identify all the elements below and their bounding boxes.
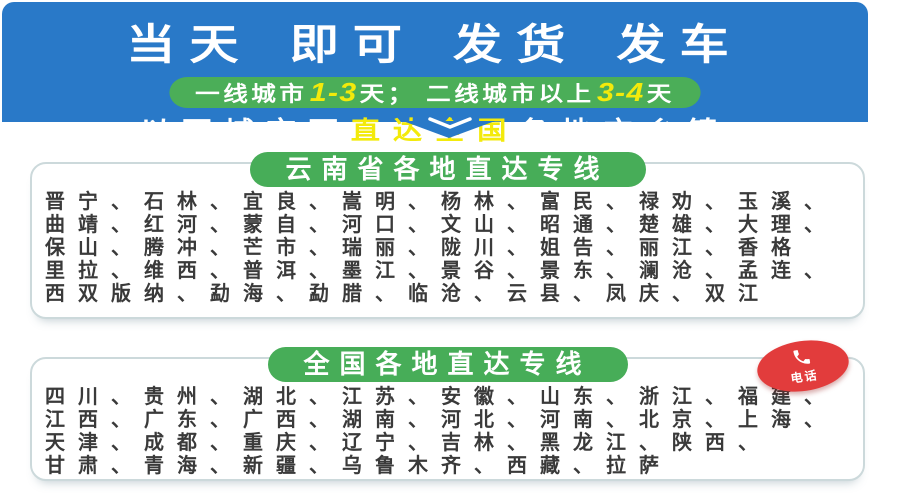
delivery-time-segment: 天: [646, 82, 675, 106]
chevron-down-icon: [428, 117, 472, 129]
phone-button-label: 电话: [789, 368, 820, 386]
city-line: 江西、广东、广西、湖南、河北、河南、北京、上海、: [45, 409, 837, 431]
national-city-list: 四川、贵州、湖北、江苏、安徽、山东、浙江、福建、 江西、广东、广西、湖南、河北、河…: [32, 359, 863, 478]
yunnan-card: 云南省各地直达专线 晋宁、石林、宜良、嵩明、杨林、富民、禄劝、玉溪、 曲靖、红河、…: [30, 152, 865, 319]
delivery-days-highlight: 3-4: [596, 77, 645, 107]
national-card: 全国各地直达专线 四川、贵州、湖北、江苏、安徽、山东、浙江、福建、 江西、广东、广…: [30, 347, 865, 481]
yunnan-city-list: 晋宁、石林、宜良、嵩明、杨林、富民、禄劝、玉溪、 曲靖、红河、蒙自、河口、文山、昭…: [32, 164, 863, 306]
city-line: 里拉、维西、普洱、墨江、景谷、景东、澜沧、孟连、: [45, 260, 837, 282]
subtitle-text: 各地方乡镇: [519, 117, 730, 145]
phone-button[interactable]: 电话: [753, 334, 853, 398]
yunnan-card-title-pill: 云南省各地直达专线: [249, 152, 646, 187]
delivery-time-banner: 一线城市 1-3 天； 二线城市以上 3-4 天: [169, 77, 701, 108]
delivery-time-segment: 天； 二线城市以上: [359, 82, 595, 106]
hero-notch: [403, 121, 495, 138]
phone-icon: [793, 350, 811, 364]
city-line: 甘肃、青海、新疆、乌鲁木齐、西藏、拉萨: [45, 455, 672, 477]
city-line: 晋宁、石林、宜良、嵩明、杨林、富民、禄劝、玉溪、: [45, 191, 837, 213]
city-line: 天津、成都、重庆、辽宁、吉林、黑龙江、陕西、: [45, 432, 771, 454]
city-line: 四川、贵州、湖北、江苏、安徽、山东、浙江、福建、: [45, 386, 837, 408]
delivery-time-segment: 一线城市: [195, 82, 308, 106]
national-card-title-pill: 全国各地直达专线: [267, 347, 628, 382]
subtitle-text: 以下城市可: [140, 117, 351, 145]
city-line: 保山、腾冲、芒市、瑞丽、陇川、姐告、丽江、香格: [45, 237, 804, 259]
delivery-days-highlight: 1-3: [309, 77, 358, 107]
hero-banner: 当天 即可 发货 发车 一线城市 1-3 天； 二线城市以上 3-4 天 以下城市可直达…: [2, 2, 868, 145]
hero-title: 当天 即可 发货 发车: [126, 21, 744, 68]
city-line: 曲靖、红河、蒙自、河口、文山、昭通、楚雄、大理、: [45, 214, 837, 236]
city-line: 西双版纳、勐海、勐腊、临沧、云县、凤庆、双江: [45, 283, 771, 305]
